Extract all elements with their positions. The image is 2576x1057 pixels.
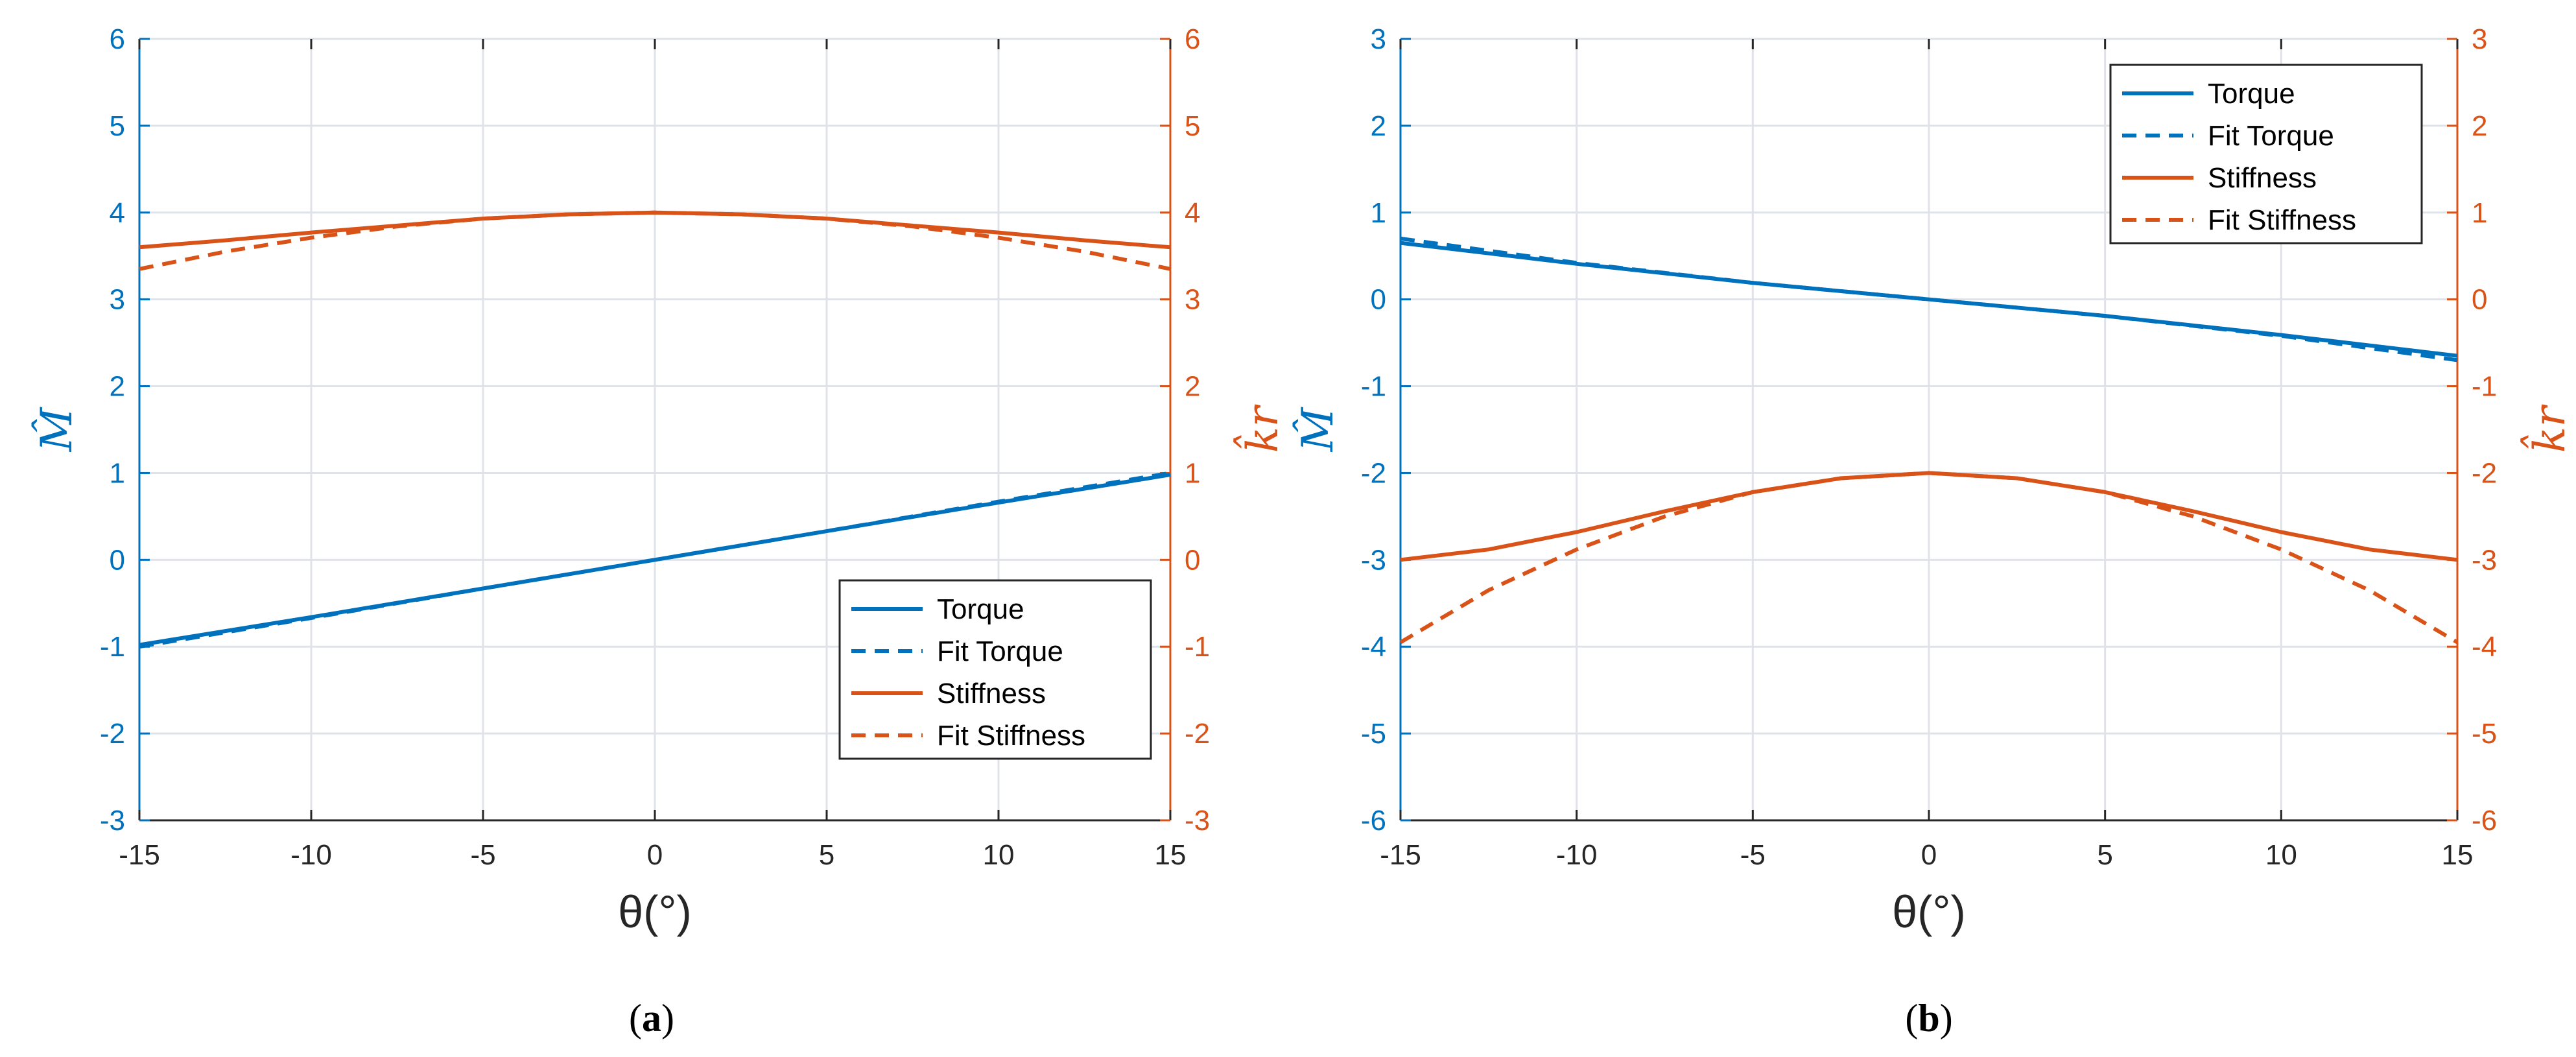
- chart-panel-b: -15 -10 -5 0 5 10 15-6-5-4-3-2-10123-6-5-4-3-2…: [1293, 23, 2575, 1039]
- y-tick-label-left: 0: [110, 544, 125, 576]
- x-tick-label: -10: [1556, 839, 1598, 871]
- y-tick-label-right: -1: [1185, 631, 1210, 663]
- x-tick-label: 5: [2097, 839, 2112, 871]
- series-line-fit-stiffness: [139, 210, 1171, 271]
- x-axis-label: θ(°): [1892, 886, 1966, 937]
- y-tick-label-left: -3: [1361, 544, 1386, 576]
- y-tick-label-left: 4: [110, 197, 125, 229]
- y-axis-label-left: M̂: [32, 407, 82, 452]
- y-tick-label-right: -3: [2472, 544, 2497, 576]
- y-tick-label-left: -2: [100, 718, 125, 750]
- y-tick-label-right: -3: [1185, 805, 1210, 837]
- y-tick-label-left: -5: [1361, 718, 1386, 750]
- chart-panel-a: -15 -10 -5 0 5 10 15-3-2-10123456-3-2-10123456…: [32, 23, 1288, 1039]
- legend: Torque Fit Torque Stiffness Fit Stiffness: [2109, 64, 2423, 244]
- x-tick-label: 0: [1921, 839, 1937, 871]
- y-tick-label-right: 4: [1185, 197, 1200, 229]
- x-tick-label: -15: [119, 839, 160, 871]
- legend-label: Fit Stiffness: [2208, 204, 2356, 236]
- y-axis-label-right: k̂r: [1235, 404, 1288, 453]
- y-tick-label-right: 3: [1185, 284, 1200, 316]
- y-tick-label-right: -1: [2472, 371, 2497, 403]
- x-tick-label: -5: [1740, 839, 1766, 871]
- y-tick-label-left: -1: [100, 631, 125, 663]
- y-tick-label-left: -3: [100, 805, 125, 837]
- y-tick-label-left: 2: [1371, 110, 1386, 142]
- y-tick-label-left: 0: [1371, 284, 1386, 316]
- y-tick-label-right: -2: [2472, 457, 2497, 489]
- x-tick-label: -15: [1380, 839, 1421, 871]
- x-tick-label: -10: [290, 839, 332, 871]
- x-tick-label: 15: [1155, 839, 1187, 871]
- y-tick-label-right: 1: [2472, 197, 2487, 229]
- panel-caption: (a): [629, 997, 674, 1039]
- panel-caption-letter: b: [1918, 997, 1939, 1039]
- y-tick-label-left: 2: [110, 371, 125, 403]
- y-tick-label-right: -2: [1185, 718, 1210, 750]
- y-tick-label-left: -2: [1361, 457, 1386, 489]
- x-tick-label: 0: [647, 839, 663, 871]
- y-tick-label-left: 5: [110, 110, 125, 142]
- y-axis-label-right: k̂r: [2522, 404, 2575, 453]
- y-tick-label-left: 1: [1371, 197, 1386, 229]
- y-tick-label-left: 6: [110, 23, 125, 55]
- y-tick-label-right: 5: [1185, 110, 1200, 142]
- y-tick-label-right: 2: [2472, 110, 2487, 142]
- x-axis-label: θ(°): [618, 886, 692, 937]
- x-tick-label: -5: [470, 839, 495, 871]
- y-tick-label-left: 1: [110, 457, 125, 489]
- x-tick-label: 10: [2265, 839, 2297, 871]
- panel-caption: (b): [1905, 997, 1952, 1039]
- y-tick-label-left: 3: [1371, 23, 1386, 55]
- x-tick-label: 10: [983, 839, 1015, 871]
- legend-label: Fit Torque: [937, 635, 1063, 667]
- y-tick-label-right: 0: [2472, 284, 2487, 316]
- legend-label: Stiffness: [2208, 162, 2317, 194]
- x-tick-label: 15: [2442, 839, 2474, 871]
- y-tick-label-left: -4: [1361, 631, 1386, 663]
- series-line-fit-torque: [139, 471, 1171, 649]
- series-line-fit-stiffness: [1399, 471, 2459, 645]
- legend-label: Torque: [937, 593, 1024, 625]
- legend-label: Fit Torque: [2208, 120, 2334, 152]
- y-tick-label-right: -4: [2472, 631, 2497, 663]
- y-tick-label-right: 2: [1185, 371, 1200, 403]
- legend-label: Fit Stiffness: [937, 720, 1085, 752]
- y-tick-label-right: -5: [2472, 718, 2497, 750]
- panel-caption-letter: a: [642, 997, 661, 1039]
- x-tick-label: 5: [819, 839, 834, 871]
- series-line-torque: [1400, 241, 2458, 358]
- y-tick-label-left: -6: [1361, 805, 1386, 837]
- y-tick-label-right: -6: [2472, 805, 2497, 837]
- legend-label: Stiffness: [937, 678, 1046, 709]
- y-tick-label-left: 3: [110, 284, 125, 316]
- y-tick-label-right: 6: [1185, 23, 1200, 55]
- legend: Torque Fit Torque Stiffness Fit Stiffness: [838, 579, 1152, 760]
- y-tick-label-right: 0: [1185, 544, 1200, 576]
- y-axis-label-left: M̂: [1293, 407, 1343, 452]
- y-tick-label-right: 1: [1185, 457, 1200, 489]
- y-tick-label-left: -1: [1361, 371, 1386, 403]
- y-tick-label-right: 3: [2472, 23, 2487, 55]
- legend-label: Torque: [2208, 78, 2295, 110]
